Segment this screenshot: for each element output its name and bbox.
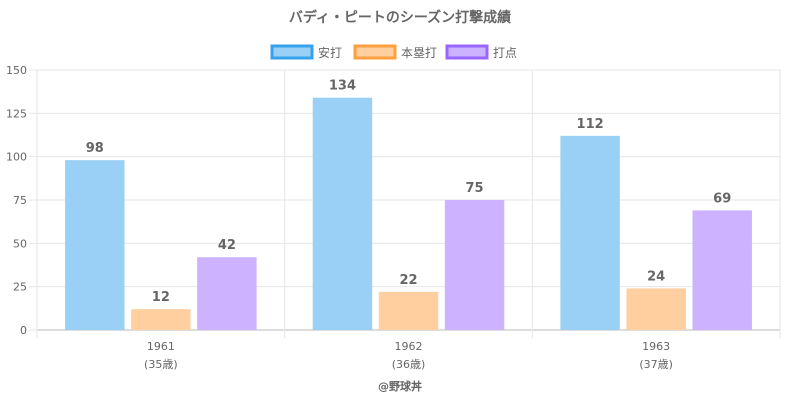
- y-tick-label-6: 150: [6, 64, 27, 77]
- x-tick-sublabel-1: (36歳): [392, 358, 426, 371]
- legend-label-0: 安打: [318, 45, 342, 60]
- legend: 安打 本塁打 打点: [270, 44, 517, 60]
- data-label-1-0: 12: [152, 290, 170, 305]
- x-tick-sublabel-0: (35歳): [144, 358, 178, 371]
- data-label-2-0: 42: [218, 238, 236, 253]
- data-label-2-2: 69: [713, 191, 731, 206]
- data-label-1-1: 22: [399, 273, 417, 288]
- bars: [65, 97, 752, 330]
- y-axis: 0 25 50 75 100 125 150: [6, 64, 27, 337]
- data-label-2-1: 75: [465, 181, 483, 196]
- x-tick-label-2: 1963: [642, 340, 670, 353]
- y-tick-label-3: 75: [13, 194, 27, 207]
- data-label-0-0: 98: [86, 141, 104, 156]
- x-tick-label-1: 1962: [395, 340, 423, 353]
- gridlines: [29, 69, 781, 338]
- x-axis: 1961 (35歳) 1962 (36歳) 1963 (37歳): [144, 340, 673, 371]
- legend-label-2: 打点: [493, 46, 517, 60]
- bar-0-0[interactable]: [65, 160, 125, 330]
- legend-swatch-1[interactable]: [353, 44, 397, 60]
- bar-1-0[interactable]: [131, 309, 191, 330]
- bar-0-1[interactable]: [312, 97, 373, 330]
- bar-1-2[interactable]: [626, 288, 686, 330]
- y-tick-label-2: 50: [13, 237, 27, 250]
- x-tick-label-0: 1961: [147, 340, 175, 353]
- legend-label-1: 本塁打: [401, 46, 437, 60]
- legend-swatch-0[interactable]: [270, 44, 314, 60]
- bar-1-1[interactable]: [378, 291, 439, 330]
- data-label-1-2: 24: [647, 269, 665, 284]
- bar-0-2[interactable]: [560, 135, 620, 330]
- bar-2-2[interactable]: [692, 210, 752, 330]
- bar-2-1[interactable]: [444, 200, 505, 330]
- data-label-0-1: 134: [329, 79, 356, 94]
- legend-swatch-2[interactable]: [445, 44, 489, 60]
- data-labels: 98 12 42 134 22 75 112 24 69: [86, 79, 732, 305]
- data-label-0-2: 112: [577, 117, 604, 132]
- chart-title: バディ・ピートのシーズン打撃成績: [289, 9, 511, 26]
- y-tick-label-1: 25: [13, 281, 27, 294]
- footer-credit: @野球丼: [378, 379, 422, 393]
- bar-2-0[interactable]: [197, 257, 257, 330]
- y-tick-label-0: 0: [20, 324, 27, 337]
- y-tick-label-5: 125: [6, 107, 27, 120]
- y-tick-label-4: 100: [6, 151, 27, 164]
- x-tick-sublabel-2: (37歳): [639, 358, 673, 371]
